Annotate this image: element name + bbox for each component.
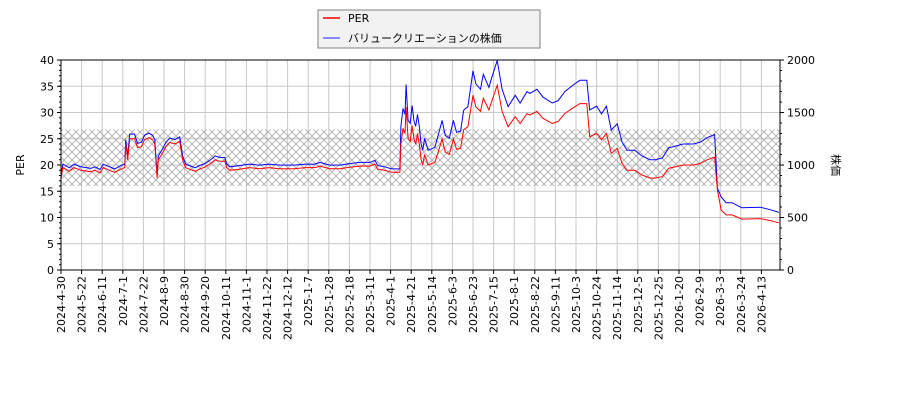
x-tick-label: 2024-7-1 xyxy=(117,276,130,326)
legend-label-price: バリュークリエーションの株価 xyxy=(348,31,502,45)
x-tick-label: 2025-11-14 xyxy=(611,276,624,340)
y-tick-label-right: 2000 xyxy=(787,54,815,67)
x-tick-label: 2025-8-1 xyxy=(508,276,521,326)
x-tick-label: 2026-3-3 xyxy=(714,276,727,326)
x-tick-label: 2024-8-9 xyxy=(158,276,171,326)
x-tick-label: 2026-3-24 xyxy=(735,276,748,333)
x-tick-label: 2024-5-22 xyxy=(76,276,89,333)
x-tick-label: 2024-12-12 xyxy=(282,276,295,340)
y-tick-label-left: 10 xyxy=(40,212,54,225)
x-tick-label: 2025-1-28 xyxy=(323,276,336,333)
x-tick-label: 2025-6-3 xyxy=(446,276,459,326)
y-tick-label-left: 25 xyxy=(40,133,54,146)
x-tick-label: 2025-8-22 xyxy=(529,276,542,333)
x-tick-label: 2024-7-22 xyxy=(137,276,150,333)
y-tick-label-left: 20 xyxy=(40,159,54,172)
legend: PER バリュークリエーションの株価 xyxy=(317,9,541,49)
x-tick-label: 2024-4-30 xyxy=(55,276,68,333)
x-tick-label: 2025-6-23 xyxy=(467,276,480,333)
legend-label-per: PER xyxy=(348,12,370,25)
x-tick-label: 2024-11-1 xyxy=(240,276,253,333)
x-tick-label: 2026-4-13 xyxy=(755,276,768,333)
x-tick-label: 2025-12-5 xyxy=(632,276,645,333)
x-tick-label: 2024-9-20 xyxy=(199,276,212,333)
y-tick-label-left: 35 xyxy=(40,80,54,93)
y-tick-label-right: 0 xyxy=(787,264,794,277)
y-tick-label-left: 0 xyxy=(47,264,54,277)
x-tick-label: 2025-2-18 xyxy=(343,276,356,333)
y-tick-label-left: 15 xyxy=(40,185,54,198)
x-tick-label: 2025-4-1 xyxy=(385,276,398,326)
series-line-per xyxy=(61,83,780,224)
x-tick-label: 2024-6-11 xyxy=(96,276,109,333)
x-tick-label: 2025-4-21 xyxy=(405,276,418,333)
x-tick-label: 2025-3-11 xyxy=(364,276,377,333)
x-tick-label: 2025-10-24 xyxy=(591,276,604,340)
x-tick-label: 2025-12-25 xyxy=(652,276,665,340)
y-tick-label-right: 1500 xyxy=(787,107,815,120)
y-tick-label-left: 5 xyxy=(47,238,54,251)
x-tick-label: 2026-1-20 xyxy=(673,276,686,333)
y-tick-label-left: 30 xyxy=(40,107,54,120)
y-axis-label-left: PER xyxy=(14,154,27,176)
axes: 0 5 10 15 20 25 30 35 40 0 500 1000 1500 2000 2024-4-3… xyxy=(40,54,815,340)
x-tick-label: 2025-5-14 xyxy=(426,276,439,333)
x-tick-label: 2025-1-7 xyxy=(302,276,315,326)
y-tick-label-right: 1000 xyxy=(787,159,815,172)
series-lines xyxy=(61,60,780,224)
x-tick-label: 2025-9-11 xyxy=(549,276,562,333)
y-axis-label-right: 株価 xyxy=(829,154,843,176)
y-tick-label-left: 40 xyxy=(40,54,54,67)
y-tick-label-right: 500 xyxy=(787,212,808,225)
x-tick-label: 2024-10-11 xyxy=(220,276,233,340)
x-tick-label: 2024-8-30 xyxy=(179,276,192,333)
x-tick-label: 2025-10-3 xyxy=(570,276,583,333)
x-tick-label: 2026-2-9 xyxy=(694,276,707,326)
x-tick-label: 2025-7-15 xyxy=(488,276,501,333)
x-tick-label: 2024-11-22 xyxy=(261,276,274,340)
